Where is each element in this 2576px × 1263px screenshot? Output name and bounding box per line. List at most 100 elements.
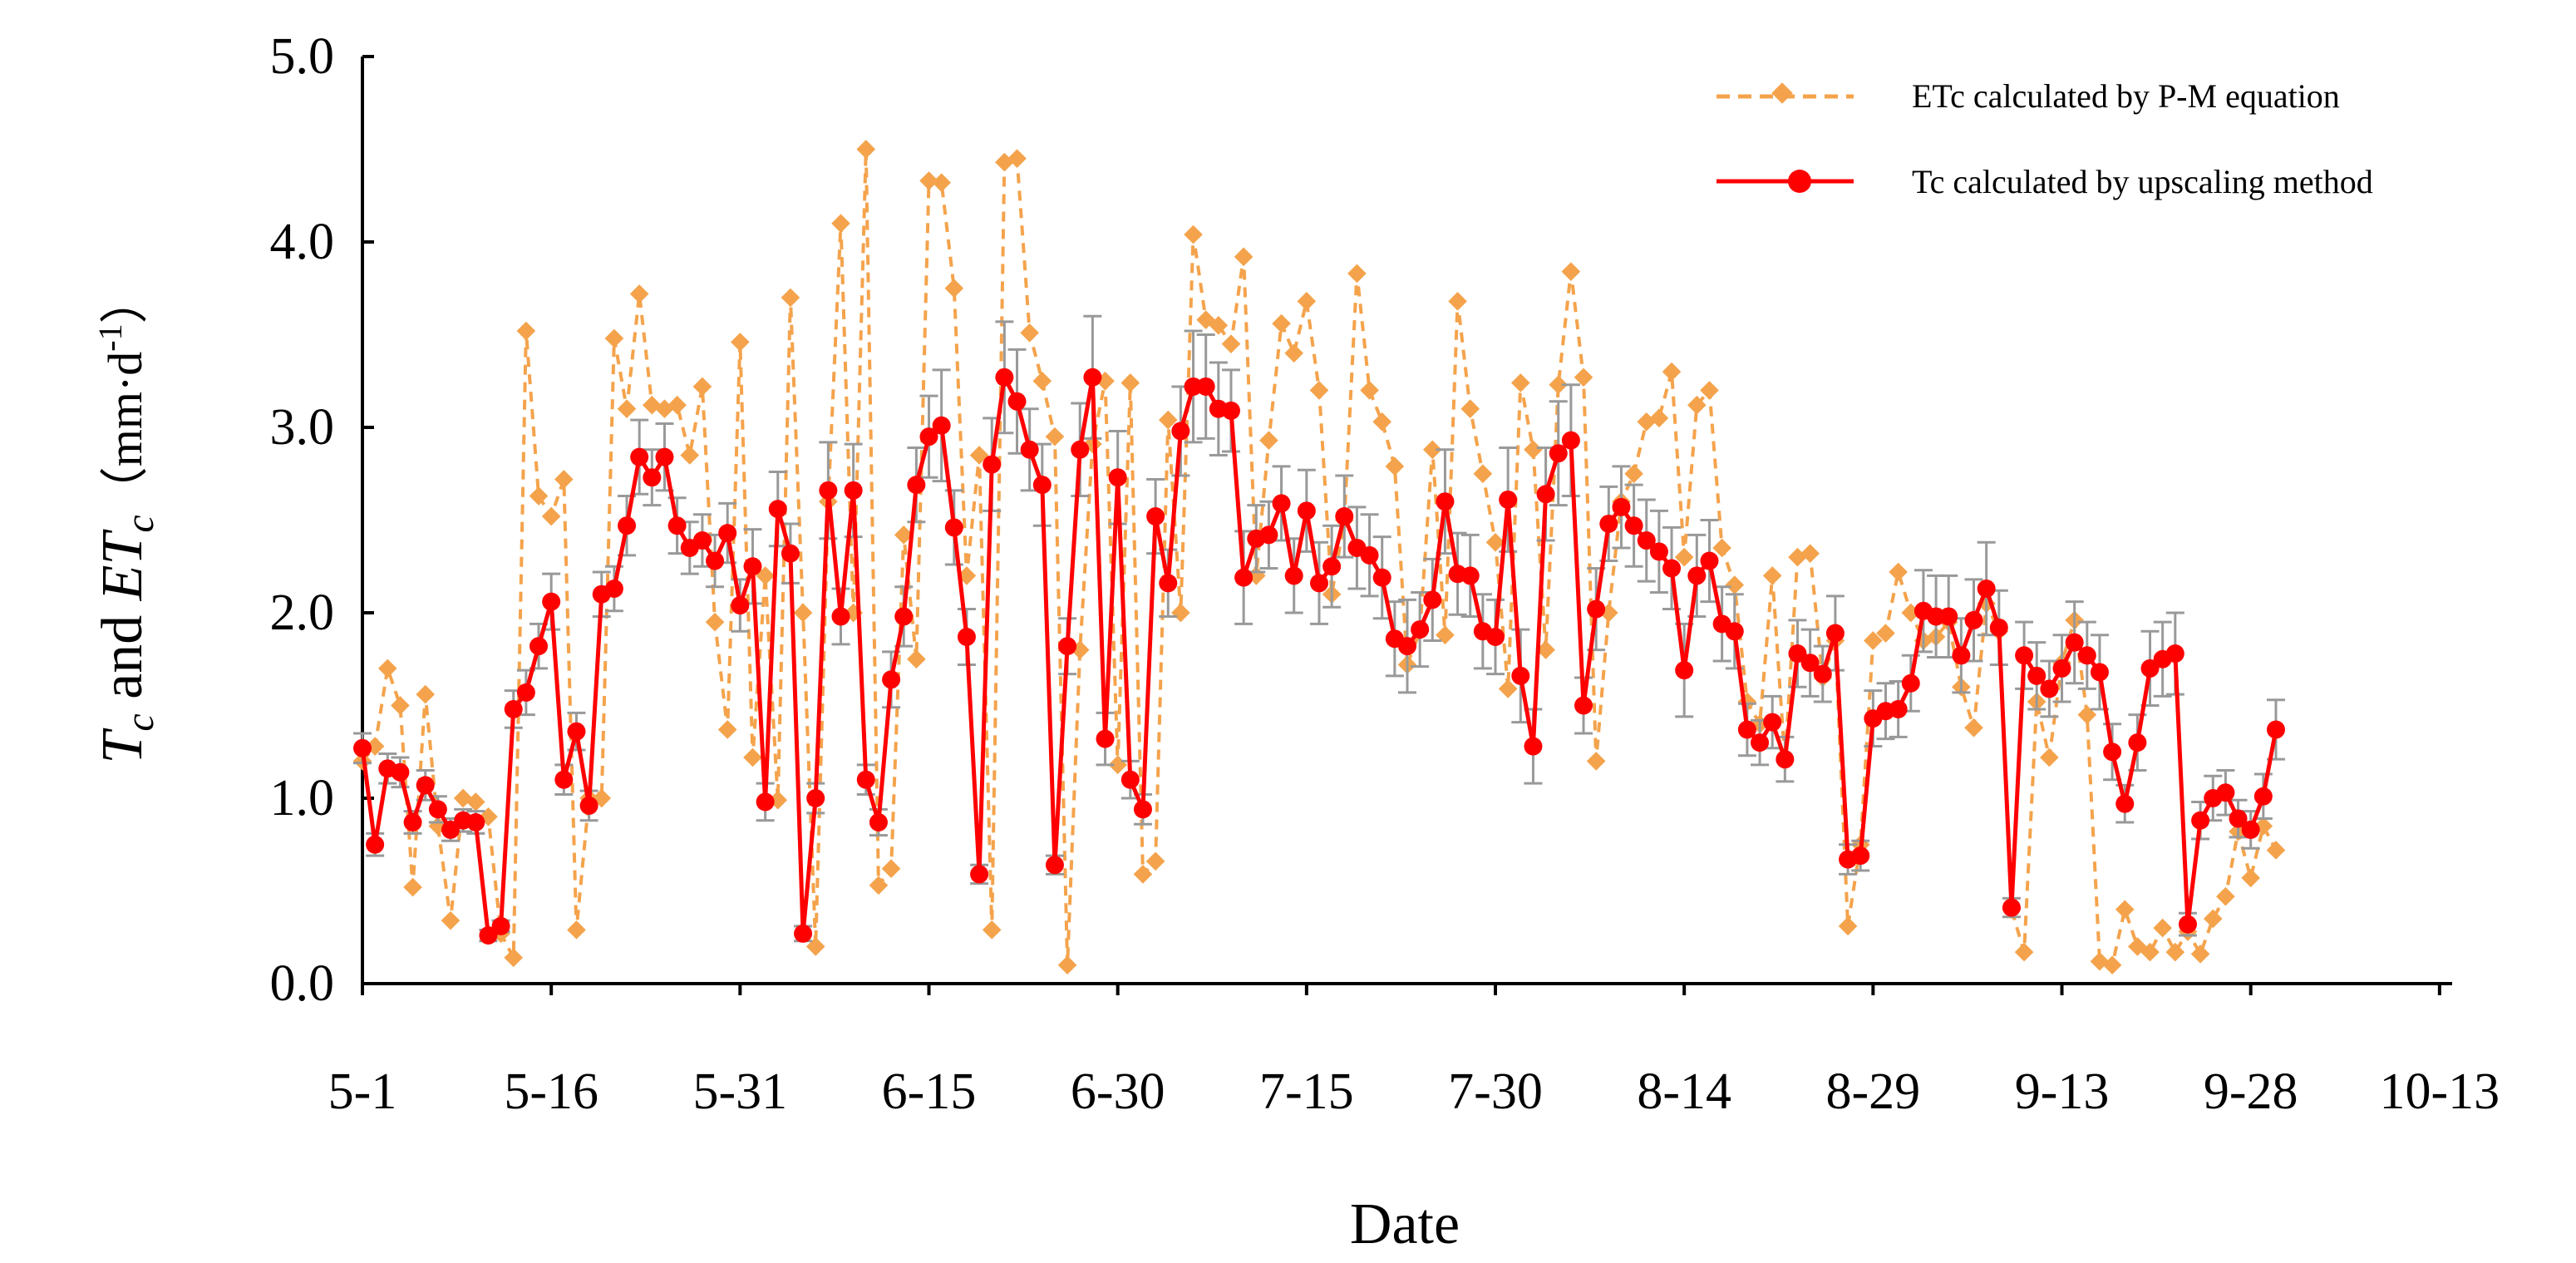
etc-point [793, 603, 813, 623]
y-title-units-open: （mm·d [98, 352, 152, 516]
etc-point [1372, 412, 1392, 432]
etc-point [667, 395, 687, 415]
tc-point [1297, 501, 1316, 520]
tc-point [731, 596, 750, 615]
tc-point [1662, 559, 1682, 578]
etc-point [1473, 464, 1493, 484]
etc-point [1712, 538, 1731, 558]
tc-point [441, 820, 461, 839]
etc-point [2140, 942, 2160, 962]
tc-point [1700, 551, 1719, 570]
etc-point [731, 333, 750, 352]
tc-point [1536, 485, 1555, 504]
tc-point [894, 607, 914, 626]
etc-point [2115, 900, 2135, 920]
tc-point [1511, 666, 1530, 685]
tc-point [1637, 531, 1656, 550]
etc-point [869, 876, 889, 895]
tc-point [1020, 440, 1039, 459]
tc-point [1460, 566, 1480, 585]
tc-point [491, 916, 510, 935]
tc-point [1108, 468, 1127, 487]
x-tick-label: 7-15 [1259, 1063, 1354, 1120]
etc-point [1876, 624, 1895, 643]
etc-point [567, 920, 586, 940]
tc-point [718, 524, 737, 543]
tc-point [2065, 633, 2084, 652]
tc-point [2115, 794, 2135, 813]
tc-line [360, 375, 2278, 938]
tc-point [2178, 915, 2197, 934]
tc-point [2241, 820, 2260, 839]
tc-point [1964, 610, 1983, 629]
tc-point [944, 518, 963, 537]
etc-point [680, 446, 700, 465]
x-axis-title: Date [1350, 1192, 1460, 1256]
tc-point [366, 835, 385, 854]
tc-point [1624, 516, 1643, 535]
etc-point [1171, 603, 1190, 623]
etc-point [1020, 323, 1039, 343]
etc-point [1145, 851, 1165, 871]
etc-point [416, 684, 436, 704]
etc-point [1133, 865, 1153, 884]
tc-point [1939, 607, 1958, 626]
tc-point [1725, 622, 1744, 641]
etc-point [2241, 868, 2261, 888]
tc-point [1259, 525, 1278, 545]
etc-point [391, 696, 410, 715]
tc-point [416, 776, 435, 795]
tc-point [2266, 720, 2285, 739]
etc-point [1700, 381, 1719, 400]
tc-point [869, 812, 888, 831]
tc-point [2140, 659, 2160, 678]
tc-point [403, 812, 422, 831]
etc-point [1309, 381, 1329, 400]
tc-point [1800, 654, 1820, 673]
tc-point [907, 476, 926, 495]
tc-point [1675, 661, 1694, 680]
tc-point [567, 722, 586, 741]
tc-point [1851, 846, 1870, 866]
tc-point [1083, 368, 1102, 387]
tc-point [2191, 811, 2210, 830]
etc-point [2203, 909, 2223, 929]
y-title-sub-c2: c [118, 515, 162, 532]
tc-point [1423, 590, 1442, 609]
x-ticks: 5-1 5-16 5-31 6-15 6-30 7-15 7-30 8-14 8-29 9-13 9… [328, 984, 2500, 1120]
tc-point [831, 607, 850, 626]
etc-point [856, 140, 876, 159]
etc-point [781, 288, 800, 308]
tc-point [529, 637, 549, 656]
etc-point [516, 321, 536, 341]
etc-point [1272, 313, 1291, 333]
tc-point [819, 481, 838, 500]
tc-point [554, 770, 574, 789]
tc-point [1045, 856, 1064, 875]
tc-point [1687, 566, 1707, 585]
etc-point [1864, 631, 1883, 650]
etc-point [2216, 886, 2235, 906]
tc-point [479, 926, 498, 945]
y-title-et: ET [91, 529, 155, 602]
axes [361, 57, 2452, 985]
etc-point [504, 948, 524, 968]
tc-point [1159, 574, 1178, 593]
tc-point [1889, 699, 1908, 718]
tc-point [1360, 545, 1379, 565]
etc-point [1184, 224, 1203, 244]
tc-point [618, 516, 637, 535]
tc-point [2165, 644, 2184, 664]
tc-point [1524, 737, 1543, 756]
tc-point [667, 516, 687, 535]
etc-point [1549, 375, 1569, 395]
tc-point [1096, 729, 1115, 748]
tc-point [391, 762, 410, 782]
tc-point [692, 531, 712, 550]
tc-point [882, 670, 901, 689]
x-tick-label: 5-16 [504, 1063, 598, 1120]
tc-point [1184, 377, 1203, 396]
y-tick-label: 0.0 [270, 955, 335, 1012]
tc-point [1032, 476, 1052, 495]
x-tick-label: 5-31 [693, 1063, 788, 1120]
